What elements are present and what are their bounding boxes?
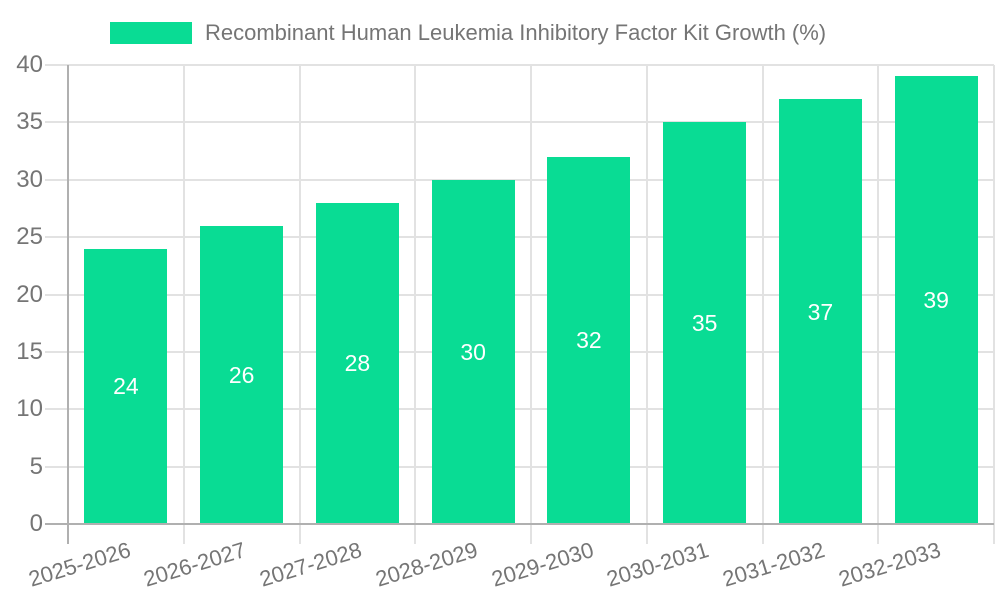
- bar: [663, 122, 747, 524]
- h-gridline: [45, 408, 994, 411]
- bar: [315, 202, 399, 524]
- y-axis-tick-label: 10: [16, 395, 43, 423]
- y-axis-tick-label: 25: [16, 223, 43, 251]
- y-axis-tick-label: 30: [16, 165, 43, 193]
- x-axis-tick-label: 2027-2028: [256, 537, 365, 592]
- v-gridline: [414, 65, 417, 544]
- bar: [200, 225, 284, 524]
- v-gridline: [298, 65, 301, 544]
- x-axis-line: [68, 523, 994, 525]
- bar: [778, 99, 862, 524]
- legend-label: Recombinant Human Leukemia Inhibitory Fa…: [205, 20, 827, 45]
- bar-value-label: 32: [576, 327, 602, 354]
- v-gridline: [530, 65, 532, 544]
- bar-value-label: 39: [923, 287, 949, 314]
- bar-value-label: 35: [691, 310, 718, 337]
- bar-value-label: 30: [460, 338, 486, 365]
- y-axis-tick-label: 20: [16, 280, 43, 308]
- h-gridline: [45, 293, 994, 296]
- x-axis-tick-label: 2032-2033: [835, 537, 944, 592]
- bar: [547, 156, 631, 524]
- v-gridline: [645, 65, 648, 544]
- bar: [894, 76, 978, 524]
- y-axis-tick-label: 0: [29, 510, 43, 537]
- y-axis-line: [67, 65, 69, 544]
- bar-value-label: 24: [113, 373, 139, 400]
- x-axis-tick-label: 2026-2027: [141, 537, 249, 592]
- y-axis-tick-label: 5: [29, 452, 43, 480]
- x-axis-tick-label: 2031-2032: [719, 537, 828, 592]
- h-gridline: [45, 64, 994, 66]
- bar-value-label: 28: [344, 350, 371, 377]
- y-axis-tick-label: 40: [16, 51, 43, 78]
- bar-value-label: 37: [807, 298, 834, 325]
- y-axis-tick-label: 15: [16, 337, 43, 365]
- chart-legend: Recombinant Human Leukemia Inhibitory Fa…: [110, 21, 826, 44]
- h-gridline: [45, 465, 994, 468]
- v-gridline: [993, 65, 995, 544]
- h-gridline: [45, 121, 994, 124]
- bar-value-label: 26: [228, 361, 255, 388]
- h-gridline: [45, 178, 994, 181]
- v-gridline: [877, 65, 880, 544]
- x-axis-tick-label: 2028-2029: [372, 537, 481, 592]
- v-gridline: [761, 65, 764, 544]
- bar: [431, 179, 515, 524]
- x-axis-tick-label: 2029-2030: [488, 537, 597, 592]
- y-zero-tick: [45, 523, 68, 525]
- v-gridline: [182, 65, 185, 544]
- h-gridline: [45, 236, 994, 239]
- legend-swatch: [110, 21, 192, 44]
- x-axis-tick-label: 2030-2031: [604, 537, 712, 592]
- h-gridline: [45, 350, 994, 353]
- y-axis-tick-label: 35: [16, 108, 43, 136]
- bar: [84, 248, 168, 524]
- x-axis-tick-label: 2025-2026: [25, 537, 134, 592]
